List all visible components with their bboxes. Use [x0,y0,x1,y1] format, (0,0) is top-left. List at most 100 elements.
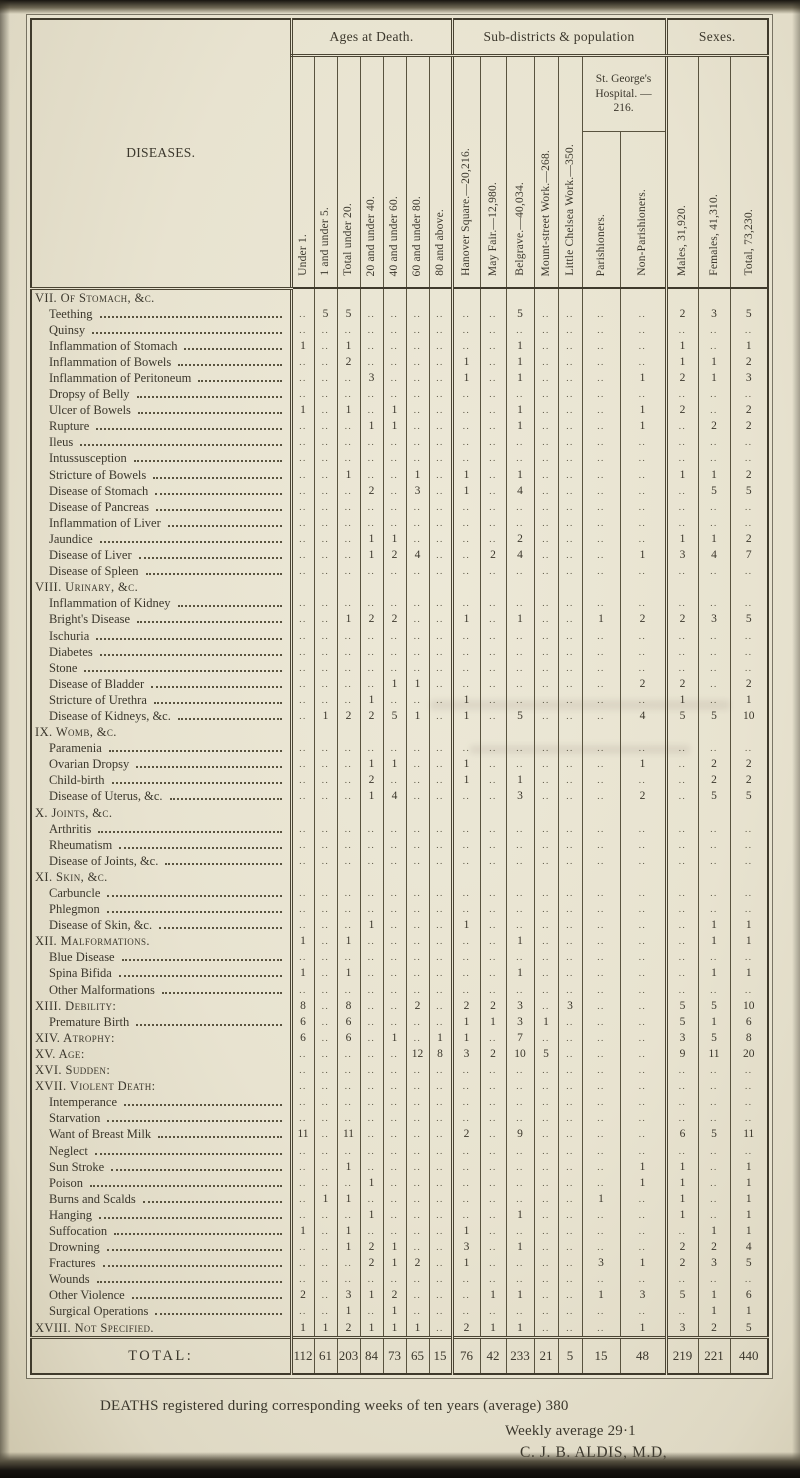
value-cell: .. [729,450,768,467]
value-cell: .. [289,740,314,757]
value-cell: .. [557,611,582,628]
value-cell [557,579,582,596]
dot-leader [114,1232,282,1235]
value-cell: .. [405,321,429,338]
value-cell [313,804,337,821]
value-cell: 1 [729,1158,768,1175]
value-cell: 2 [697,1239,730,1256]
disease-label: Surgical Operations [30,1303,291,1320]
table-row: Bright's Disease.... 1 2 2.... 1.. 1.... 1 2 2 3 5 [30,611,768,628]
value-cell: .. [557,981,582,998]
value-cell: .. [581,917,620,934]
disease-label: Arthritis [30,820,291,837]
disease-label-text: Burns and Scalds [49,1191,136,1206]
value-cell: .. [336,1045,360,1062]
value-cell: .. [359,466,383,483]
disease-label: Quinsy [30,321,291,338]
value-cell: 1 [479,1013,506,1030]
col-header-parishioners: Parishioners. [581,131,620,288]
disease-label-text: Want of Breast Milk [49,1127,152,1142]
value-cell: .. [428,1174,452,1191]
value-cell: 2 [336,707,360,725]
value-cell: .. [313,1013,337,1030]
value-cell: 48 [619,1335,666,1374]
value-cell: .. [619,1126,666,1143]
value-cell: .. [289,321,314,338]
value-cell: .. [557,369,582,387]
dot-leader [119,846,282,849]
value-cell: .. [505,1142,534,1159]
value-cell: .. [619,1222,666,1240]
value-cell: .. [289,1190,314,1207]
value-cell [505,579,534,596]
value-cell: 1 [729,933,768,950]
value-cell [479,288,506,306]
value-cell: 8 [289,997,314,1014]
value-cell: .. [697,1062,730,1079]
value-cell: .. [450,418,480,435]
value-cell: .. [533,337,558,354]
value-cell: .. [557,321,582,338]
value-cell: .. [557,353,582,370]
value-cell: .. [450,450,480,467]
section-row: XI. Skin, &c. [30,868,768,885]
value-cell: 2 [619,611,666,628]
value-cell: 1 [336,611,360,628]
col-header-may-fair: May Fair.—12,980. [479,55,506,288]
value-cell: .. [405,450,429,467]
value-cell: .. [450,836,480,853]
value-cell: .. [382,595,406,612]
value-cell: .. [336,1094,360,1111]
value-cell: 1 [289,1222,314,1240]
value-cell: .. [619,627,666,644]
value-cell: 2 [359,1239,383,1256]
value-cell: .. [289,1271,314,1288]
disease-label: Inflammation of Liver [30,514,291,531]
value-cell: 3 [664,1319,698,1338]
table-row: Other Malformations.....................… [30,981,768,998]
value-cell [729,868,768,885]
value-cell: 5 [697,997,730,1014]
value-cell: 11 [729,1126,768,1143]
value-cell [557,804,582,821]
disease-label-text: XIII. Debility: [35,998,117,1013]
section-row: XIII. Debility: 8.. 8.... 2.. 2 2 3.. 3.... 5 5 10 [30,997,768,1014]
value-cell: .. [664,901,698,918]
value-cell: .. [428,353,452,370]
value-cell: .. [428,1206,452,1223]
table-row: Carbuncle...............................… [30,884,768,902]
value-cell: 3 [697,305,730,322]
value-cell: .. [533,611,558,628]
value-cell: 1 [336,1222,360,1240]
value-cell [428,868,452,885]
value-cell: .. [664,965,698,982]
value-cell: .. [581,1029,620,1046]
value-cell: .. [450,498,480,515]
disease-label: VII. Of Stomach, &c. [30,288,291,306]
value-cell: .. [479,1158,506,1175]
value-cell: .. [581,997,620,1014]
disease-label: Ulcer of Bowels [30,402,291,419]
value-cell: .. [313,852,337,869]
value-cell: 4 [505,482,534,499]
value-cell: .. [697,949,730,966]
value-cell: .. [336,563,360,580]
value-cell: .. [336,1078,360,1095]
value-cell: .. [557,563,582,580]
dot-leader [98,830,282,833]
disease-label-text: Inflammation of Liver [49,515,161,530]
dot-leader [108,749,282,753]
dot-leader [80,443,282,447]
value-cell: 1 [450,756,480,773]
value-cell: .. [557,820,582,837]
value-cell: .. [382,981,406,998]
dot-leader [159,926,282,930]
value-cell: 5 [697,1029,730,1046]
value-cell: .. [289,611,314,628]
table-row: Inflammation of Liver...................… [30,514,768,531]
value-cell: .. [533,965,558,982]
value-cell: .. [313,611,337,628]
dot-leader [133,459,282,463]
dot-leader [99,315,282,318]
dot-leader [145,572,282,576]
